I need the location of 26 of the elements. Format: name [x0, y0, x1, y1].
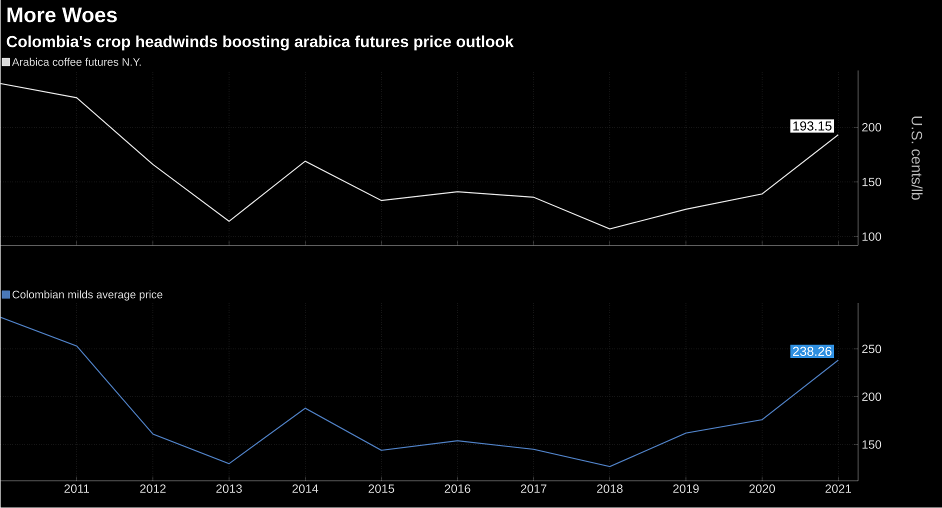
x-tick-label: 2014 — [292, 484, 318, 494]
y-axis-title: U.S. cents/lb — [912, 116, 923, 200]
line-series — [0, 83, 839, 230]
data-label: 238.26 — [792, 346, 832, 356]
x-tick-label: 2018 — [597, 484, 623, 494]
chart-title: More Woes — [8, 8, 117, 22]
x-tick-label: 2016 — [444, 484, 470, 494]
line-series — [0, 316, 839, 468]
x-tick-label: 2020 — [749, 484, 775, 494]
x-tick-label: 2017 — [520, 484, 546, 494]
x-tick-label: 2013 — [216, 484, 242, 494]
x-tick-label: 2015 — [368, 484, 394, 494]
x-tick-label: 2011 — [64, 484, 90, 494]
data-label: 193.15 — [793, 122, 832, 131]
legend-label: Colombian milds average price — [12, 290, 162, 301]
y-tick-label: 150 — [862, 178, 882, 186]
legend-label: Arabica coffee futures N.Y. — [12, 58, 141, 66]
chart-subtitle: Colombia's crop headwinds boosting arabica futures price outlook — [6, 36, 514, 51]
x-tick-label: 2012 — [140, 484, 166, 494]
y-tick-label: 200 — [862, 392, 882, 402]
x-tick-label: 2019 — [673, 484, 699, 494]
y-tick-label: 200 — [862, 123, 882, 132]
y-tick-label: 250 — [862, 344, 882, 354]
y-tick-label: 100 — [862, 232, 882, 241]
y-tick-label: 150 — [862, 440, 882, 449]
x-tick-label: 2021 — [826, 484, 852, 494]
